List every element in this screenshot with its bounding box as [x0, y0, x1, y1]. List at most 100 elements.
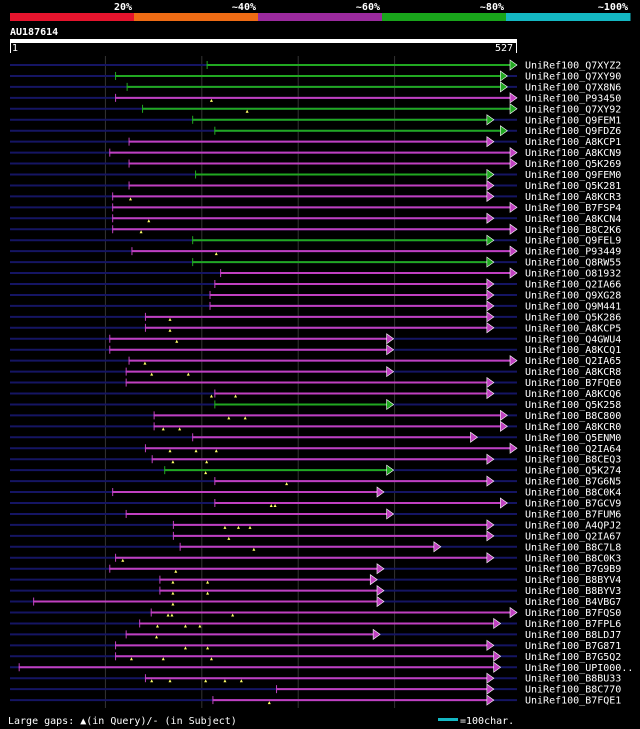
hit-end-arrow — [509, 267, 518, 279]
hit-row: UniRef100_B8BYV3 — [10, 585, 621, 597]
query-id: AU187614 — [10, 27, 58, 38]
hit-label: UniRef100_B7G871 — [525, 641, 621, 652]
hit-label: UniRef100_A8KCR3 — [525, 192, 621, 203]
hit-row: UniRef100_A8KCQ6 — [10, 387, 621, 400]
hit-row: UniRef100_Q2IA66 — [10, 278, 621, 291]
hit-end-arrow — [486, 475, 495, 487]
hit-end-arrow — [500, 125, 508, 137]
hit-row: UniRef100_A8KCR8 — [10, 366, 621, 378]
hit-label: UniRef100_B7FQE1 — [525, 696, 621, 707]
hit-row: UniRef100_Q9FEM0 — [10, 168, 621, 181]
gap-marker — [198, 624, 202, 628]
hit-label: UniRef100_A8KCN4 — [525, 214, 621, 225]
hit-row: UniRef100_Q9M441 — [10, 300, 621, 312]
hit-label: UniRef100_B7FUM6 — [525, 509, 621, 520]
hit-end-arrow — [509, 59, 518, 71]
gap-marker — [171, 602, 175, 606]
hit-row: UniRef100_Q8RW55 — [10, 256, 621, 269]
hit-end-arrow — [486, 289, 495, 301]
hit-row: UniRef100_Q9XG28 — [10, 289, 621, 301]
hit-row: UniRef100_B7FPL6 — [10, 617, 621, 630]
hit-label: UniRef100_P93449 — [525, 247, 621, 258]
hit-end-arrow — [486, 114, 495, 126]
hit-end-arrow — [486, 322, 495, 334]
hit-end-arrow — [486, 278, 495, 290]
gap-marker — [269, 504, 273, 507]
hit-label: UniRef100_B8BU33 — [525, 674, 621, 685]
hit-end-arrow — [486, 311, 495, 323]
hit-row: UniRef100_B8BYV4 — [10, 574, 621, 586]
hit-row: UniRef100_A8KCN4 — [10, 212, 621, 225]
hit-label: UniRef100_B8C770 — [525, 685, 621, 696]
hit-end-arrow — [486, 136, 495, 148]
hit-end-arrow — [486, 256, 495, 268]
hit-row: UniRef100_A4QPJ2 — [10, 519, 621, 531]
hit-row: UniRef100_P93450 — [10, 92, 621, 104]
hit-label: UniRef100_Q2IA65 — [525, 356, 621, 367]
hit-row: UniRef100_B4VBG7 — [10, 595, 621, 608]
hit-row: UniRef100_Q4GWU4 — [10, 333, 621, 345]
gap-marker — [273, 504, 277, 507]
hit-row: UniRef100_Q7XY90 — [10, 70, 621, 82]
legend-label-0: 20% — [114, 2, 132, 13]
hit-end-arrow — [376, 563, 385, 575]
hit-row: UniRef100_Q2IA65 — [10, 355, 621, 367]
hit-label: UniRef100_B7G9B9 — [525, 564, 621, 575]
hit-row: UniRef100_Q5K258 — [10, 398, 621, 411]
gap-marker — [168, 317, 172, 321]
hit-end-arrow — [486, 168, 495, 181]
hit-end-arrow — [509, 201, 518, 213]
gap-marker — [139, 230, 143, 234]
gap-marker — [206, 580, 210, 584]
hit-end-arrow — [386, 398, 395, 411]
hit-label: UniRef100_Q5K281 — [525, 181, 621, 192]
hit-label: UniRef100_Q9FEM0 — [525, 170, 621, 181]
gap-marker — [194, 449, 198, 453]
hit-label: UniRef100_B8BYV3 — [525, 586, 621, 597]
gap-marker — [129, 657, 133, 661]
hit-end-arrow — [369, 574, 378, 586]
hit-row: UniRef100_Q7X8N6 — [10, 81, 621, 93]
hit-label: UniRef100_Q9XG28 — [525, 290, 621, 301]
hit-rows: UniRef100_Q7XYZ2UniRef100_Q7XY90UniRef10… — [10, 59, 633, 707]
gap-marker — [239, 679, 243, 683]
legend-segment-0 — [10, 13, 135, 21]
hit-end-arrow — [500, 497, 508, 509]
gap-marker — [147, 219, 151, 223]
hit-row: UniRef100_A8KCQ1 — [10, 344, 621, 356]
scale-label: =100char. — [460, 716, 514, 727]
hit-end-arrow — [386, 344, 395, 356]
hit-end-arrow — [486, 234, 495, 246]
hit-label: UniRef100_Q9FDZ6 — [525, 126, 621, 137]
legend-segment-1 — [134, 13, 259, 21]
hit-end-arrow — [509, 103, 518, 115]
gap-marker — [168, 328, 172, 332]
gap-marker — [204, 679, 208, 683]
hit-end-arrow — [509, 442, 518, 454]
hit-end-arrow — [386, 508, 395, 520]
hit-label: UniRef100_B8C7L8 — [525, 542, 621, 553]
hit-row: UniRef100_B8C7L8 — [10, 541, 621, 553]
hit-label: UniRef100_B7FSP4 — [525, 203, 621, 214]
hit-end-arrow — [493, 617, 502, 630]
hit-row: UniRef100_B8C800 — [10, 409, 621, 422]
hit-row: UniRef100_B7G6N5 — [10, 475, 621, 488]
hit-row: UniRef100_Q2IA67 — [10, 530, 621, 542]
gap-marker — [234, 394, 238, 398]
gap-marker — [174, 569, 178, 573]
scale-bar — [438, 718, 458, 721]
gap-marker — [178, 427, 182, 431]
hit-end-arrow — [509, 157, 518, 170]
hit-row: UniRef100_B8CEQ3 — [10, 453, 621, 466]
gap-marker — [161, 657, 165, 661]
gap-marker — [121, 558, 125, 562]
gap-marker — [128, 197, 132, 201]
hit-label: UniRef100_A8KCP1 — [525, 137, 621, 148]
hit-label: UniRef100_Q7XY90 — [525, 71, 621, 82]
hit-row: UniRef100_B7G9B9 — [10, 563, 621, 575]
hit-end-arrow — [486, 519, 495, 531]
gap-marker — [227, 416, 231, 420]
legend-segment-4 — [506, 13, 631, 21]
hit-label: UniRef100_Q2IA67 — [525, 531, 621, 542]
hit-end-arrow — [500, 81, 508, 93]
